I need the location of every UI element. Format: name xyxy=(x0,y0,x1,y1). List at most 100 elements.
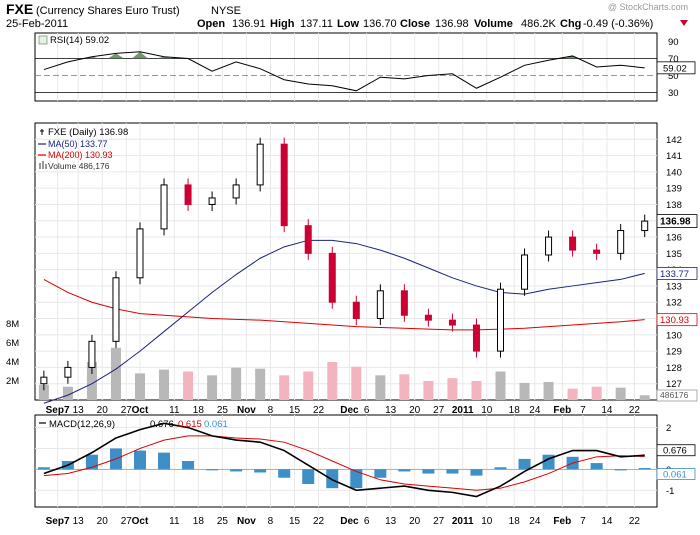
candle-body xyxy=(304,225,312,254)
x-axis-tick-label-lower: 22 xyxy=(629,516,641,527)
macd-histogram-bar xyxy=(182,461,195,470)
down-arrow-icon xyxy=(680,20,688,26)
low-label: Low xyxy=(337,18,359,30)
macd-panel xyxy=(35,422,657,498)
candle-body xyxy=(184,184,192,205)
x-axis-tick-label-upper: 13 xyxy=(385,405,397,416)
ma50-legend-label: MA(50) 133.77 xyxy=(48,139,108,149)
svg-text:0.676: 0.676 xyxy=(663,446,687,457)
x-axis-tick-label-upper: Dec xyxy=(340,405,359,416)
macd-axis-tick-label: 2 xyxy=(666,423,671,434)
x-axis-tick-label-lower: 27 xyxy=(121,516,133,527)
rsi-panel xyxy=(35,51,657,93)
volume-axis-tick-label: 4M xyxy=(6,357,19,368)
volume-bar xyxy=(183,371,194,400)
macd-histogram-bar xyxy=(590,463,603,470)
x-axis-tick-label-upper: Sep7 xyxy=(46,405,70,416)
macd-signal-line xyxy=(43,435,645,491)
histogram-value-tag: 0.061 xyxy=(656,468,696,481)
x-axis-tick-label-lower: 8 xyxy=(268,516,274,527)
volume-bar xyxy=(303,371,314,400)
macd-histogram-bar xyxy=(398,469,411,472)
candle-body xyxy=(136,228,144,279)
volume-bar xyxy=(375,375,386,400)
macd-histogram-bar xyxy=(614,469,627,471)
candle-body xyxy=(424,314,432,321)
candle-body xyxy=(617,230,625,254)
high-value: 137.11 xyxy=(300,18,333,30)
x-axis-tick-label-lower: 11 xyxy=(169,516,180,527)
candle-body xyxy=(256,143,264,186)
volume-bar xyxy=(591,386,602,400)
volume-axis-tick-label: 6M xyxy=(6,338,19,349)
volume-bar xyxy=(351,366,362,400)
rsi-axis-tick-label: 50 xyxy=(668,71,679,82)
rsi-axis-tick-label: 70 xyxy=(668,54,679,65)
fund-name: (Currency Shares Euro Trust) xyxy=(36,5,180,17)
x-axis-tick-label-upper: 24 xyxy=(529,405,541,416)
volume-bar xyxy=(471,381,482,400)
volume-bar xyxy=(231,367,242,400)
volume-legend-label: Volume 486,176 xyxy=(48,161,110,171)
ohlc-summary: Open 136.91 High 137.11 Low 136.70 Close… xyxy=(197,18,688,30)
rsi-value-tag: 59.02 xyxy=(656,61,696,74)
macd-histogram-bar xyxy=(134,450,146,470)
rsi-legend-icon xyxy=(38,35,48,45)
price-axis-tick-label: 135 xyxy=(666,249,682,260)
volume-bar xyxy=(519,382,530,400)
candle-body xyxy=(352,301,360,320)
price-axis-tick-label: 141 xyxy=(666,151,682,162)
volume-bars xyxy=(38,347,650,400)
x-axis-tick-label-lower: Dec xyxy=(340,516,359,527)
x-axis-tick-label-upper: 27 xyxy=(433,405,445,416)
close-value: 136.98 xyxy=(435,18,469,30)
price-axis-tick-label: 142 xyxy=(666,135,682,146)
axis-labels: Sep7Sep7131320202727OctOct111118182525No… xyxy=(6,37,682,527)
x-axis-tick-label-lower: 13 xyxy=(385,516,397,527)
candle-body xyxy=(545,236,553,256)
macd-value-tag: 0.676 xyxy=(656,444,696,457)
volume-value-tag: 486176 xyxy=(656,389,698,402)
macd-histogram-bar xyxy=(422,469,435,474)
price-axis-tick-label: 132 xyxy=(666,298,682,309)
ma50-value-tag: 133.77 xyxy=(656,266,698,280)
histogram-legend-value: 0.061 xyxy=(204,419,228,430)
rsi-line xyxy=(43,51,645,92)
macd-histogram-bar xyxy=(446,469,459,474)
volume-bar xyxy=(86,362,97,400)
candle-legend-icon xyxy=(40,129,44,135)
candle-body xyxy=(160,184,168,230)
price-axis-tick-label: 136 xyxy=(666,233,682,244)
macd-histogram-bar xyxy=(638,468,651,470)
x-axis-tick-label-upper: 18 xyxy=(509,405,521,416)
macd-legend-value: 0.676 xyxy=(150,419,174,430)
macd-histogram-bar xyxy=(37,467,50,470)
x-axis-tick-label-upper: 13 xyxy=(73,405,85,416)
price-axis-tick-label: 138 xyxy=(666,200,682,211)
candle-body xyxy=(280,143,288,227)
x-axis-tick-label-upper: 10 xyxy=(481,405,493,416)
x-axis-tick-label-lower: 20 xyxy=(97,516,109,527)
x-axis-tick-label-upper: 15 xyxy=(289,405,301,416)
svg-text:130.93: 130.93 xyxy=(660,315,689,326)
macd-histogram-bar xyxy=(278,469,291,478)
volume-bar xyxy=(135,373,145,400)
rsi-axis-tick-label: 30 xyxy=(668,88,679,99)
volume-bar xyxy=(279,375,290,400)
watermark: @ StockCharts.com xyxy=(608,2,688,12)
volume-bar xyxy=(62,386,73,400)
high-label: High xyxy=(270,18,295,30)
x-axis-tick-label-upper: 11 xyxy=(169,405,180,416)
rsi-overbought-fill xyxy=(83,51,581,59)
low-value: 136.70 xyxy=(363,18,397,30)
x-axis-tick-label-lower: 20 xyxy=(409,516,421,527)
x-axis-tick-label-lower: Feb xyxy=(553,516,571,527)
x-axis-tick-label-lower: 18 xyxy=(193,516,205,527)
candle-body xyxy=(64,366,72,378)
candle-body xyxy=(400,290,408,316)
price-legend-label: FXE (Daily) 136.98 xyxy=(48,127,128,138)
x-axis-tick-label-lower: 6 xyxy=(364,516,370,527)
svg-text:136.98: 136.98 xyxy=(660,217,691,228)
candle-body xyxy=(112,277,120,342)
